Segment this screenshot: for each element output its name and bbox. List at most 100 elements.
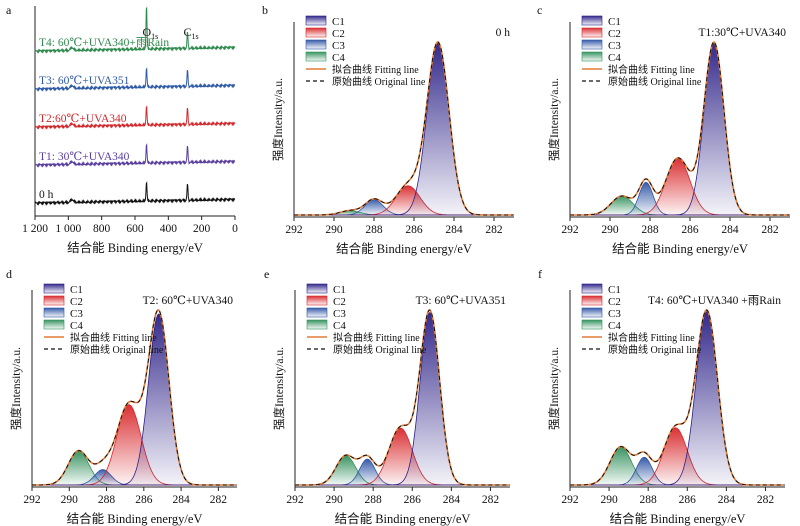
x-axis-label: 结合能 Binding energy/eV [67,240,203,255]
x-tick-label: 284 [172,494,190,506]
legend-label: 原始曲线 Original line [333,343,427,356]
legend-swatch [581,39,603,50]
legend-label: C1 [608,16,621,28]
x-tick-label: 290 [325,494,343,506]
legend-label: 原始曲线 Original line [608,75,702,88]
legend-label: 原始曲线 Original line [70,343,164,356]
legend-label: C2 [333,296,346,308]
legend-label: C4 [608,52,621,64]
legend-swatch [306,307,328,318]
legend-label: C3 [333,308,346,320]
legend-swatch [306,319,328,330]
x-tick-label: 800 [93,223,111,235]
x-tick-label: 1 000 [55,223,81,235]
x-axis-label: 结合能 Binding energy/eV [336,241,472,256]
legend-label: C3 [608,308,621,320]
legend-swatch [581,15,603,26]
x-tick-label: 288 [365,494,383,506]
x-tick-label: 282 [761,224,779,236]
x-axis-label: 结合能 Binding energy/eV [612,241,748,256]
panel-letter: f [538,267,542,281]
y-axis-label: 强度Intensity/a.u. [271,78,285,161]
x-tick-label: 1 200 [22,223,48,235]
legend-swatch [581,295,603,306]
legend-swatch [581,319,603,330]
x-tick-label: 284 [718,494,736,506]
legend-label: C4 [332,52,345,64]
panel-d: d 292 290 288 286 284 282 结合能 Binding energy/eV… [6,267,237,526]
component-C2 [570,157,790,216]
x-tick-label: 290 [601,224,619,236]
panel-b: b 292 290 288 286 284 282 结合能 Binding energy/eV… [262,3,514,256]
legend-label: C1 [70,284,83,296]
x-tick-label: 286 [405,224,423,236]
panel-c: c 292 290 288 286 284 282 结合能 Binding energy/eV… [537,3,790,256]
legend-label: 拟合曲线 Fitting line [70,331,157,344]
x-tick-label: 292 [561,494,579,506]
legend-label: C2 [332,28,345,40]
x-tick-label: 292 [23,494,41,506]
legend-label: C3 [608,40,621,52]
legend-label: C1 [608,284,621,296]
legend-label: C3 [70,308,83,320]
series-label: T4: 60℃+UVA340+雨Rain [39,37,169,49]
survey-spectrum [34,67,236,93]
original-line [570,41,789,216]
y-axis-label: 强度Intensity/a.u. [272,347,286,430]
legend-swatch [43,319,65,330]
panel-letter: b [262,3,268,17]
series-label: T2:60℃+UVA340 [39,113,127,125]
x-tick-label: 292 [286,494,304,506]
x-tick-label: 284 [443,494,461,506]
panel-annotation: 0 h [496,27,511,39]
x-tick-label: 286 [135,494,153,506]
legend-swatch [581,307,603,318]
legend-label: C2 [608,296,621,308]
legend-label: C3 [332,40,345,52]
x-tick-label: 282 [757,494,775,506]
x-tick-label: 200 [193,223,211,235]
x-tick-label: 288 [641,224,659,236]
panel-annotation: T1:30℃+UVA340 [698,27,786,39]
legend-label: C4 [608,320,621,332]
x-axis-label: 结合能 Binding energy/eV [335,511,471,526]
original-line [294,41,513,216]
y-axis-label: 强度Intensity/a.u. [9,347,23,430]
x-tick-label: 290 [325,224,343,236]
legend-label: 拟合曲线 Fitting line [608,63,695,76]
x-tick-label: 284 [721,224,739,236]
x-tick-label: 282 [210,494,228,506]
panel-letter: d [6,267,12,281]
legend-swatch [581,27,603,38]
legend-swatch [43,307,65,318]
x-tick-label: 282 [485,224,503,236]
series-label: 0 h [39,189,54,201]
original-line [295,309,509,486]
x-tick-label: 288 [640,494,658,506]
legend-label: C2 [70,296,83,308]
panel-letter: a [6,3,12,17]
panel-annotation: T4: 60℃+UVA340 +雨Rain [648,295,781,307]
legend-label: 原始曲线 Original line [608,343,702,356]
legend-label: C1 [333,284,346,296]
legend-swatch [305,27,327,38]
x-tick-label: 290 [61,494,79,506]
survey-spectrum [34,105,236,131]
original-line [32,309,237,486]
legend-swatch [306,295,328,306]
legend-swatch [43,295,65,306]
x-tick-label: 286 [681,224,699,236]
survey-spectrum [34,6,236,55]
peak-label: C1s [184,25,199,41]
x-tick-label: 400 [160,223,178,235]
legend-swatch [305,39,327,50]
x-tick-label: 286 [679,494,697,506]
y-axis-label: 强度Intensity/a.u. [547,78,561,161]
legend-label: C2 [608,28,621,40]
series-label: T1: 30℃+UVA340 [39,151,130,163]
panel-annotation: T3: 60℃+UVA351 [416,295,507,307]
legend-swatch [306,283,328,294]
x-tick-label: 292 [561,224,579,236]
